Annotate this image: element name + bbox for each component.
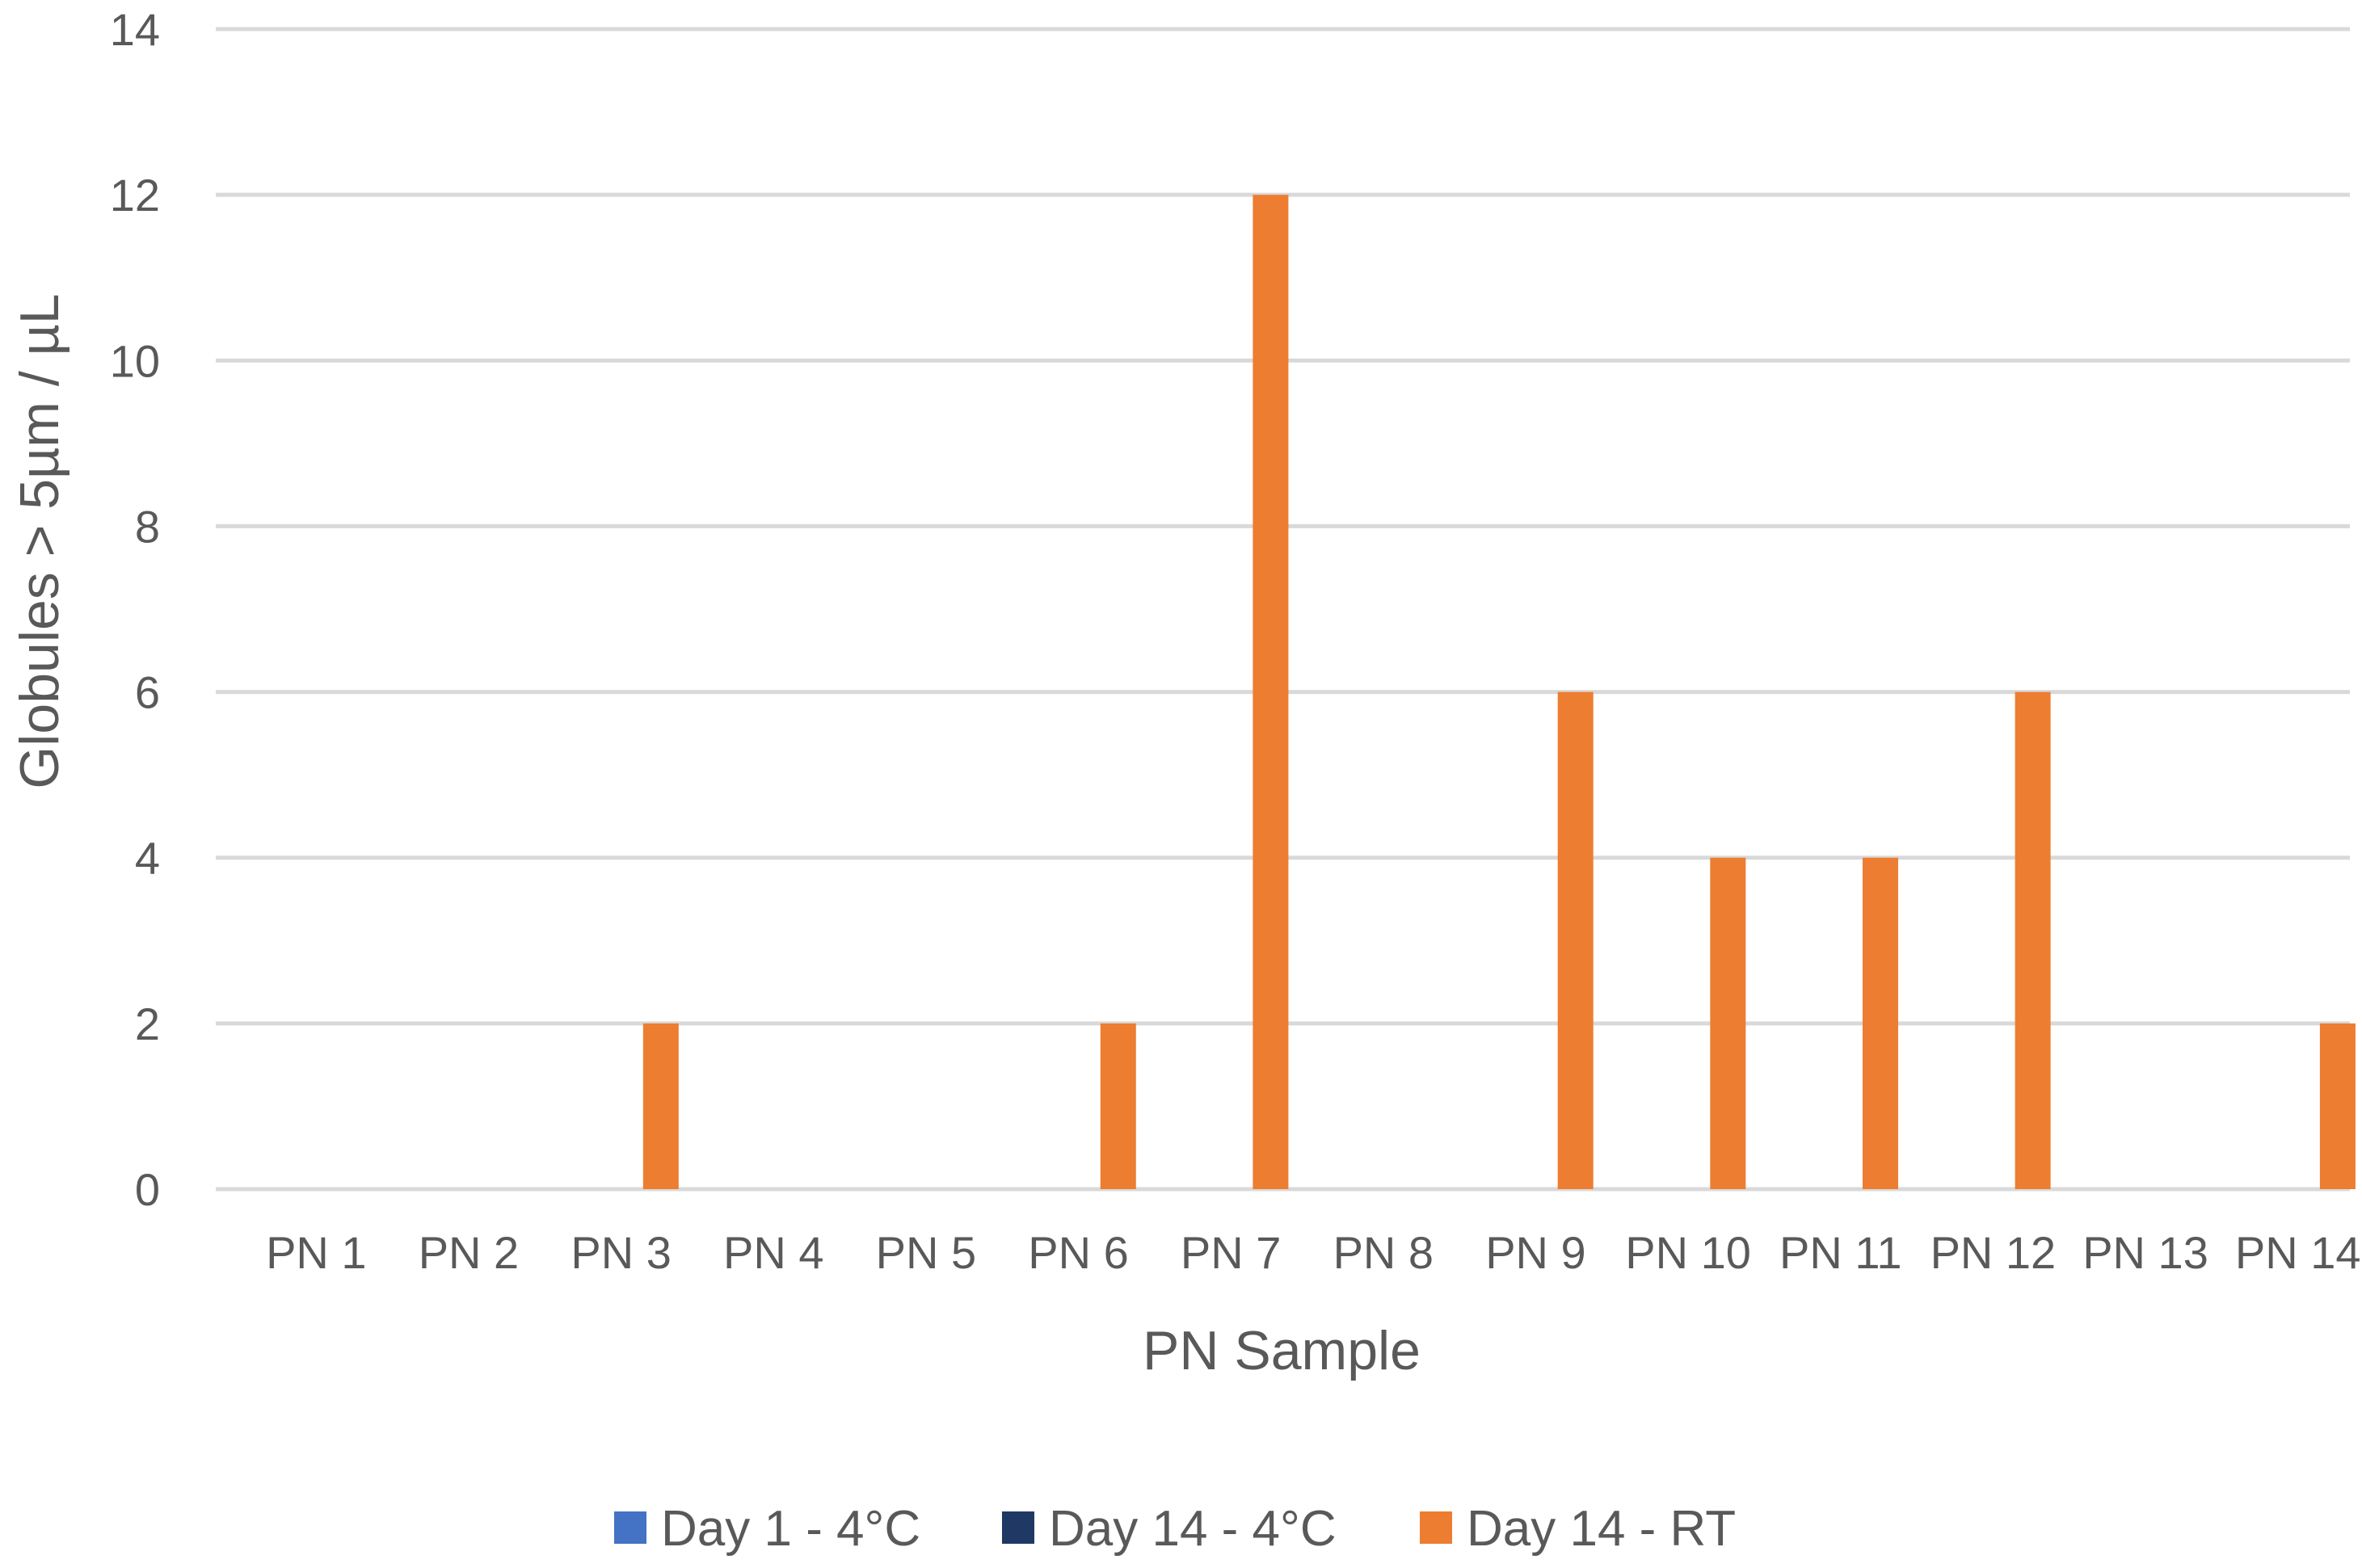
x-tick-label: PN 13 — [2082, 1227, 2208, 1278]
y-tick-label: 2 — [135, 998, 160, 1049]
y-axis-ticks: 0 2 4 6 8 10 12 14 — [110, 4, 160, 1215]
bar-day-14-rt-pn-3 — [642, 1023, 679, 1189]
x-tick-label: PN 3 — [571, 1227, 672, 1278]
x-tick-label: PN 14 — [2235, 1227, 2361, 1278]
x-axis-ticks: PN 1 PN 2 PN 3 PN 4 PN 5 PN 6 PN 7 PN 8 PN 9 PN 1… — [266, 1227, 2360, 1278]
y-tick-label: 8 — [135, 501, 160, 552]
x-tick-label: PN 9 — [1485, 1227, 1586, 1278]
y-tick-label: 10 — [110, 335, 160, 386]
bar-day-14-rt-pn-14 — [2319, 1023, 2356, 1189]
legend-swatch — [1002, 1511, 1034, 1544]
bar-day-14-rt-pn-6 — [1100, 1023, 1136, 1189]
bars — [642, 195, 2356, 1190]
x-tick-label: PN 4 — [723, 1227, 824, 1278]
x-tick-label: PN 11 — [1779, 1227, 1901, 1278]
legend-label: Day 14 - RT — [1467, 1501, 1736, 1557]
legend-swatch — [1420, 1511, 1452, 1544]
y-tick-label: 0 — [135, 1164, 160, 1215]
legend-label: Day 1 - 4°C — [661, 1501, 920, 1557]
y-tick-label: 6 — [135, 667, 160, 718]
legend: Day 1 - 4°C Day 14 - 4°C Day 14 - RT — [614, 1501, 1736, 1557]
bar-day-14-rt-pn-11 — [1862, 857, 1898, 1189]
x-tick-label: PN 12 — [1930, 1227, 2057, 1278]
legend-swatch — [614, 1511, 646, 1544]
x-tick-label: PN 6 — [1028, 1227, 1129, 1278]
x-tick-label: PN 10 — [1625, 1227, 1751, 1278]
y-tick-label: 12 — [110, 170, 160, 221]
y-axis-title: Globules > 5µm / µL — [9, 293, 70, 788]
bar-day-14-rt-pn-12 — [2015, 692, 2051, 1189]
x-axis-title: PN Sample — [1143, 1320, 1421, 1381]
legend-label: Day 14 - 4°C — [1049, 1501, 1337, 1557]
x-tick-label: PN 7 — [1181, 1227, 1282, 1278]
bar-day-14-rt-pn-9 — [1557, 692, 1594, 1189]
x-tick-label: PN 8 — [1333, 1227, 1434, 1278]
y-tick-label: 4 — [135, 833, 160, 884]
x-tick-label: PN 5 — [876, 1227, 977, 1278]
bar-day-14-rt-pn-10 — [1710, 857, 1746, 1189]
x-tick-label: PN 1 — [266, 1227, 367, 1278]
x-tick-label: PN 2 — [419, 1227, 520, 1278]
bar-day-14-rt-pn-7 — [1253, 195, 1289, 1190]
y-tick-label: 14 — [110, 4, 160, 55]
